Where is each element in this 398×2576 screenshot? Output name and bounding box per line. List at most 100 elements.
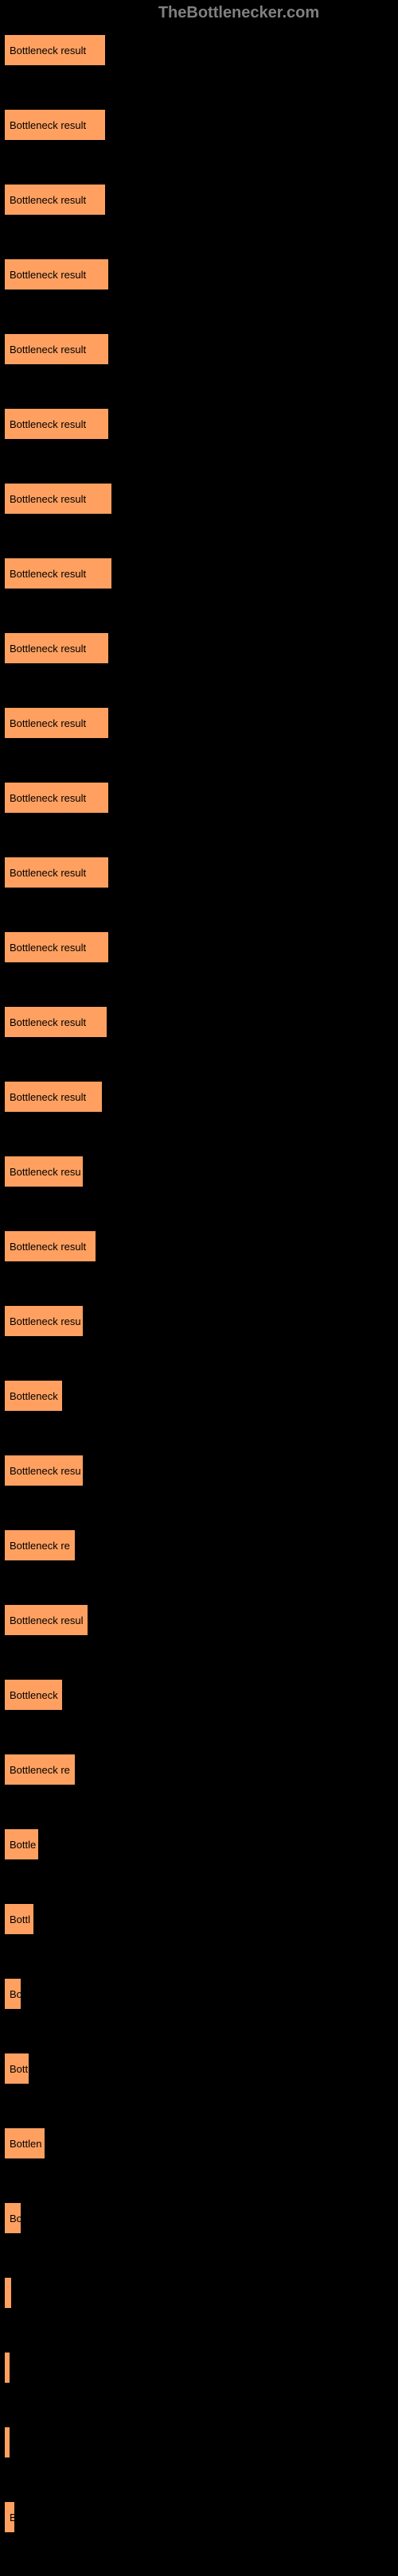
- bar-row: Bottleneck re: [4, 1529, 394, 1561]
- bar: Bottleneck result: [4, 408, 109, 440]
- bar: Bottleneck resul: [4, 1604, 88, 1636]
- bar-label: Bottleneck resul: [10, 1614, 84, 1626]
- bar: Bottl: [4, 1903, 34, 1935]
- bar-row: [4, 2426, 394, 2458]
- bar-row: [4, 2352, 394, 2384]
- bar: Bottleneck result: [4, 34, 106, 66]
- bar: Bottleneck: [4, 1380, 63, 1412]
- bar: Bottleneck result: [4, 632, 109, 664]
- bar: Bottleneck result: [4, 109, 106, 141]
- bar: Bo: [4, 1978, 21, 2010]
- bar-row: Bottleneck: [4, 1679, 394, 1711]
- site-header: TheBottlenecker.com: [0, 4, 398, 22]
- bar: Bottleneck result: [4, 258, 109, 290]
- bar-row: Bottleneck result: [4, 258, 394, 290]
- bar-row: Bottleneck resu: [4, 1156, 394, 1187]
- bar: Bottleneck result: [4, 184, 106, 216]
- bar-label: Bottleneck result: [10, 643, 86, 655]
- bar: Bottleneck resu: [4, 1455, 84, 1486]
- bar: Bottleneck result: [4, 707, 109, 739]
- bar: B: [4, 2501, 15, 2533]
- bar-label: Bottleneck result: [10, 1241, 86, 1253]
- bar-row: Bottleneck result: [4, 109, 394, 141]
- bar-row: Bottleneck result: [4, 34, 394, 66]
- bar: Bottleneck result: [4, 1081, 103, 1113]
- bar-label: Bottleneck: [10, 1689, 58, 1701]
- bar: [4, 2277, 12, 2309]
- bar-label: Bottleneck resu: [10, 1315, 81, 1327]
- bar-label: Bott: [10, 2063, 28, 2075]
- bar: [4, 2352, 10, 2384]
- bar-row: Bottle: [4, 1828, 394, 1860]
- bar-row: Bottleneck result: [4, 1230, 394, 1262]
- bar-row: Bottleneck: [4, 1380, 394, 1412]
- bar: [4, 2426, 10, 2458]
- bar-row: Bottleneck result: [4, 632, 394, 664]
- bar: Bottleneck result: [4, 1230, 96, 1262]
- bar-label: Bottleneck result: [10, 867, 86, 879]
- bar-label: Bottleneck result: [10, 119, 86, 131]
- bar-row: Bottleneck result: [4, 333, 394, 365]
- bar-label: Bottleneck re: [10, 1540, 70, 1552]
- bar-label: Bottleneck resu: [10, 1166, 81, 1178]
- bar-row: Bottl: [4, 1903, 394, 1935]
- bar: Bottleneck result: [4, 333, 109, 365]
- bar-row: Bottleneck result: [4, 184, 394, 216]
- bar: Bo: [4, 2202, 21, 2234]
- bar: Bottleneck: [4, 1679, 63, 1711]
- bar: Bott: [4, 2053, 29, 2085]
- bar-row: Bottleneck result: [4, 707, 394, 739]
- bar-label: Bottleneck result: [10, 717, 86, 729]
- bar-row: Bottleneck result: [4, 931, 394, 963]
- bar: Bottleneck result: [4, 558, 112, 589]
- bar: Bottleneck result: [4, 857, 109, 888]
- bar-label: Bottleneck re: [10, 1764, 70, 1776]
- bar-row: Bottleneck result: [4, 857, 394, 888]
- bar: Bottleneck re: [4, 1529, 76, 1561]
- bar-label: Bottleneck result: [10, 568, 86, 580]
- bar-label: Bottleneck result: [10, 194, 86, 206]
- bar: Bottleneck result: [4, 483, 112, 515]
- bar-label: Bottlen: [10, 2138, 41, 2150]
- bar: Bottleneck resu: [4, 1156, 84, 1187]
- bar-label: B: [10, 2512, 15, 2524]
- bar-row: Bottleneck resu: [4, 1305, 394, 1337]
- bar-label: Bottleneck resu: [10, 1465, 81, 1477]
- bar-row: B: [4, 2501, 394, 2533]
- bar-row: Bottleneck result: [4, 1006, 394, 1038]
- bar-row: [4, 2277, 394, 2309]
- bar-label: Bottle: [10, 1839, 36, 1851]
- bar-row: Bottleneck result: [4, 782, 394, 814]
- bar-row: Bottleneck result: [4, 408, 394, 440]
- bar: Bottlen: [4, 2127, 45, 2159]
- bar-row: Bottleneck resul: [4, 1604, 394, 1636]
- bar: Bottleneck result: [4, 1006, 107, 1038]
- bar-label: Bottleneck result: [10, 418, 86, 430]
- bar-label: Bottleneck result: [10, 792, 86, 804]
- bar-label: Bottleneck result: [10, 1016, 86, 1028]
- bar-label: Bottleneck result: [10, 344, 86, 356]
- bar: Bottle: [4, 1828, 39, 1860]
- bar-label: Bottleneck result: [10, 45, 86, 56]
- bar-row: Bottleneck result: [4, 1081, 394, 1113]
- bar-row: Bo: [4, 2202, 394, 2234]
- bar: Bottleneck result: [4, 931, 109, 963]
- bar-label: Bottleneck result: [10, 942, 86, 954]
- bar: Bottleneck result: [4, 782, 109, 814]
- bar: Bottleneck re: [4, 1754, 76, 1785]
- bar-row: Bottleneck result: [4, 483, 394, 515]
- bar-row: Bottleneck re: [4, 1754, 394, 1785]
- bar-row: Bottleneck resu: [4, 1455, 394, 1486]
- bar-label: Bottleneck result: [10, 269, 86, 281]
- bar-label: Bottl: [10, 1914, 30, 1925]
- bar-label: Bottleneck result: [10, 1091, 86, 1103]
- bar-row: Bottleneck result: [4, 558, 394, 589]
- bar-label: Bottleneck: [10, 1390, 58, 1402]
- bar-row: Bottlen: [4, 2127, 394, 2159]
- bar-row: Bo: [4, 1978, 394, 2010]
- bar-label: Bo: [10, 2213, 21, 2224]
- bar-label: Bottleneck result: [10, 493, 86, 505]
- bar-label: Bo: [10, 1988, 21, 2000]
- bar-row: Bott: [4, 2053, 394, 2085]
- bar: Bottleneck resu: [4, 1305, 84, 1337]
